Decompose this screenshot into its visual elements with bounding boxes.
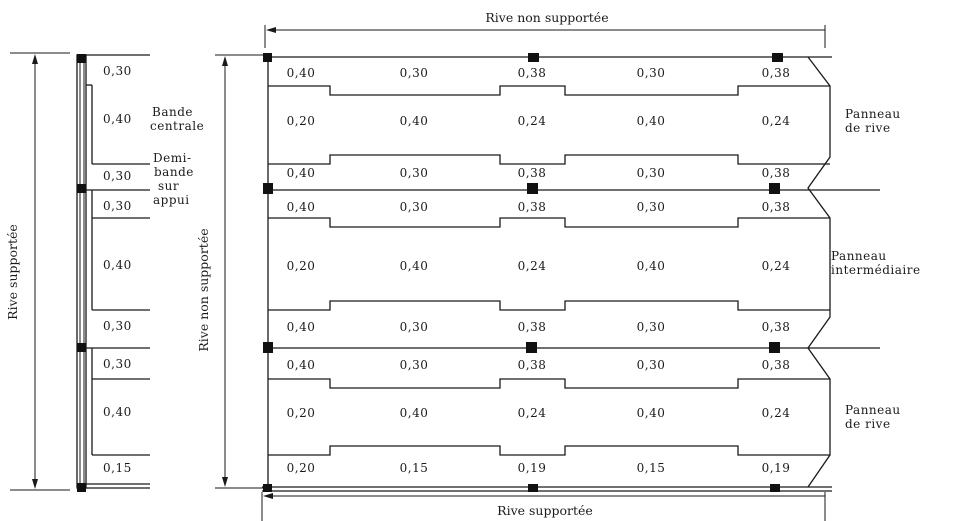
- moment-coefficient: 0,40: [637, 259, 666, 273]
- moment-coefficient: 0,38: [762, 358, 791, 372]
- moment-coefficient: 0,24: [518, 406, 547, 420]
- top-edge-label: Rive non supportée: [485, 10, 608, 25]
- strip-coefficient: 0,40: [103, 405, 132, 419]
- column-marker: [263, 484, 272, 492]
- moment-coefficient: 0,30: [637, 320, 666, 334]
- moment-coefficient: 0,15: [400, 461, 429, 475]
- panel-label: Panneau: [831, 249, 887, 263]
- plan-view: 0,40 0,30 0,38 0,30 0,38 0,20 0,40 0,24 0,40 0,24…: [262, 53, 921, 492]
- moment-coefficient: 0,40: [287, 358, 316, 372]
- moment-coefficient: 0,15: [637, 461, 666, 475]
- column-marker: [263, 342, 273, 353]
- column-marker: [263, 183, 273, 194]
- moment-coefficient: 0,30: [637, 200, 666, 214]
- moment-coefficient: 0,38: [762, 320, 791, 334]
- bottom-edge-dimension: Rive supportée: [261, 492, 826, 521]
- moment-coefficient: 0,40: [637, 406, 666, 420]
- panel-label: intermédiaire: [831, 263, 921, 277]
- moment-coefficient: 0,30: [637, 358, 666, 372]
- column-marker: [528, 53, 539, 62]
- panel-label: de rive: [845, 417, 891, 431]
- column-marker: [769, 342, 780, 353]
- moment-coefficient: 0,20: [287, 259, 316, 273]
- moment-coefficient: 0,19: [518, 461, 547, 475]
- moment-coefficient: 0,40: [287, 66, 316, 80]
- half-band-label: appui: [153, 193, 190, 207]
- moment-coefficient: 0,38: [762, 166, 791, 180]
- moment-coefficient: 0,40: [400, 259, 429, 273]
- moment-coefficient: 0,40: [287, 200, 316, 214]
- strip-support-marker: [77, 54, 86, 63]
- panel-label: Panneau: [845, 403, 901, 417]
- strip-coefficient: 0,30: [103, 199, 132, 213]
- section-strip: 0,30 0,40 0,30 0,30 0,40 0,30 0,30 0,40 …: [76, 54, 204, 492]
- column-marker: [527, 183, 538, 194]
- moment-coefficient: 0,30: [637, 166, 666, 180]
- moment-coefficient: 0,38: [518, 200, 547, 214]
- moment-coefficient: 0,30: [400, 66, 429, 80]
- moment-coefficient: 0,40: [287, 320, 316, 334]
- moment-coefficient: 0,30: [400, 166, 429, 180]
- moment-coefficient: 0,24: [518, 114, 547, 128]
- central-band-label: Bande: [152, 105, 193, 119]
- panel-label: de rive: [845, 121, 891, 135]
- half-band-label: Demi-: [153, 151, 192, 165]
- moment-coefficient: 0,19: [762, 461, 791, 475]
- moment-coefficient: 0,20: [287, 114, 316, 128]
- moment-coefficient: 0,30: [400, 320, 429, 334]
- column-marker: [770, 484, 780, 492]
- moment-coefficient: 0,30: [637, 66, 666, 80]
- moment-coefficient: 0,38: [518, 66, 547, 80]
- strip-coefficient: 0,30: [103, 319, 132, 333]
- strip-coefficient: 0,30: [103, 64, 132, 78]
- half-band-label: bande: [154, 165, 194, 179]
- strip-coefficient: 0,40: [103, 112, 132, 126]
- strip-support-marker: [77, 343, 86, 352]
- top-edge-dimension: Rive non supportée: [264, 10, 826, 48]
- moment-coefficient: 0,30: [400, 358, 429, 372]
- moment-coefficient: 0,24: [762, 406, 791, 420]
- moment-coefficient: 0,30: [400, 200, 429, 214]
- moment-coefficient: 0,24: [762, 114, 791, 128]
- moment-coefficient: 0,40: [637, 114, 666, 128]
- moment-coefficient: 0,38: [518, 166, 547, 180]
- column-marker: [769, 183, 780, 194]
- strip-coefficient: 0,40: [103, 258, 132, 272]
- left-outer-edge-label: Rive supportée: [5, 224, 20, 320]
- moment-coefficient: 0,38: [518, 358, 547, 372]
- strip-coefficient: 0,30: [103, 169, 132, 183]
- column-marker: [526, 342, 537, 353]
- moment-coefficient: 0,40: [400, 114, 429, 128]
- strip-support-marker: [77, 184, 86, 193]
- moment-coefficient: 0,38: [762, 200, 791, 214]
- moment-coefficient: 0,20: [287, 461, 316, 475]
- column-marker: [528, 484, 538, 492]
- moment-coefficient: 0,40: [287, 166, 316, 180]
- half-band-label: sur: [158, 179, 179, 193]
- left-inner-edge-label: Rive non supportée: [196, 228, 211, 351]
- left-outer-dimension: Rive supportée: [5, 52, 70, 491]
- moment-coefficient: 0,24: [518, 259, 547, 273]
- moment-coefficient: 0,40: [400, 406, 429, 420]
- bottom-edge-label: Rive supportée: [497, 503, 593, 518]
- left-inner-dimension: Rive non supportée: [196, 54, 268, 489]
- moment-coefficient: 0,38: [762, 66, 791, 80]
- moment-coefficient: 0,20: [287, 406, 316, 420]
- moment-coefficient: 0,24: [762, 259, 791, 273]
- strip-coefficient: 0,15: [103, 461, 132, 475]
- moment-coefficient: 0,38: [518, 320, 547, 334]
- column-marker: [772, 53, 783, 62]
- central-band-label: centrale: [150, 119, 204, 133]
- column-marker: [263, 53, 272, 62]
- panel-label: Panneau: [845, 107, 901, 121]
- strip-support-marker: [77, 483, 86, 492]
- strip-coefficient: 0,30: [103, 357, 132, 371]
- coefficient-grid: 0,40 0,30 0,38 0,30 0,38 0,20 0,40 0,24 0,40 0,24…: [287, 66, 791, 475]
